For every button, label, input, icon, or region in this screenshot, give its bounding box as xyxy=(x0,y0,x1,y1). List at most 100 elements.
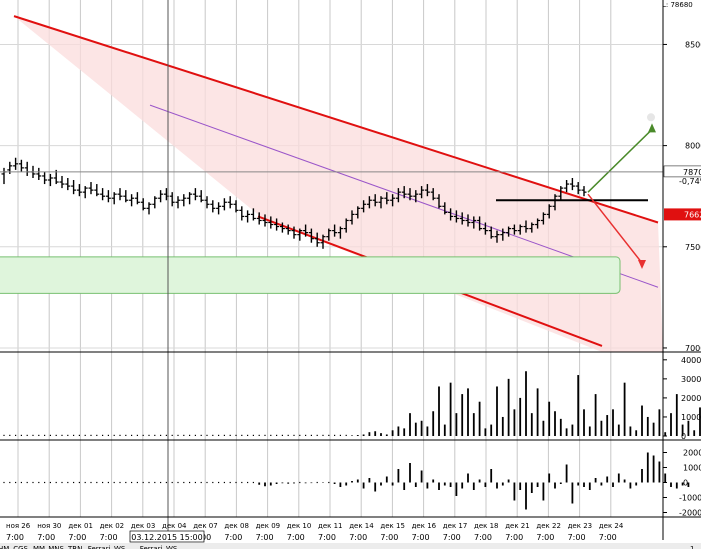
panel2-dot xyxy=(113,481,115,484)
price-bar xyxy=(540,212,546,225)
price-bar xyxy=(198,190,204,203)
panel2-dot xyxy=(55,481,57,484)
price-bar xyxy=(140,198,146,211)
price-bar xyxy=(337,226,343,239)
panel2-dot xyxy=(212,481,214,484)
panel2-dot xyxy=(200,481,202,484)
panel2-dot xyxy=(38,481,40,484)
panel2-dot xyxy=(32,481,34,484)
panel2-dot xyxy=(136,481,138,484)
panel2-dot xyxy=(328,481,330,484)
price-bar xyxy=(158,190,164,203)
red-price-box xyxy=(664,208,701,221)
x-axis-date-label: дек 23 xyxy=(568,522,593,530)
panel2-dot xyxy=(252,481,254,484)
x-axis-date-label: дек 24 xyxy=(599,522,624,530)
panel2-dot xyxy=(44,481,46,484)
price-bar xyxy=(477,216,483,231)
price-bar xyxy=(65,177,71,191)
panel1-dot xyxy=(160,434,162,436)
price-bar xyxy=(245,210,251,223)
price-bar xyxy=(239,206,245,221)
price-bar xyxy=(117,188,123,201)
panel1-dot xyxy=(131,434,133,436)
panel2-dot xyxy=(177,481,179,484)
panel1-dot xyxy=(148,434,150,436)
panel1-dot xyxy=(154,434,156,436)
price-bar xyxy=(71,180,77,195)
price-bar xyxy=(535,218,541,229)
panel1-dot xyxy=(55,434,57,436)
price-bar xyxy=(18,159,24,172)
price-bar xyxy=(1,167,7,185)
panel2-dot xyxy=(102,481,104,484)
panel1-dot xyxy=(212,434,214,436)
panel1-tick-label: 20000 xyxy=(681,394,701,403)
y-axis-tick-label: 8500 xyxy=(685,40,701,49)
panel1-dot xyxy=(90,434,92,436)
price-bar xyxy=(13,157,19,170)
panel2-dot xyxy=(26,481,28,484)
price-bar xyxy=(134,192,140,205)
support-zone xyxy=(0,256,621,294)
panel1-dot xyxy=(20,434,22,436)
panel1-dot xyxy=(305,434,307,436)
price-bar xyxy=(210,200,216,213)
panel2-tick-label: 0 xyxy=(683,479,688,488)
panel2-dot xyxy=(218,481,220,484)
x-axis-time-label: 7:00 xyxy=(349,533,367,542)
panel2-dot xyxy=(299,481,301,484)
price-bar xyxy=(453,210,459,223)
price-bar xyxy=(523,220,529,233)
price-bars xyxy=(1,157,587,249)
panel1-dot xyxy=(96,434,98,436)
panel1-dot xyxy=(287,434,289,436)
panel2-dot xyxy=(206,481,208,484)
price-bar xyxy=(181,194,187,207)
x-axis-time-label: 7:00 xyxy=(536,533,554,542)
panel1-dot xyxy=(310,434,312,436)
price-bar xyxy=(413,190,419,203)
price-bar xyxy=(500,228,506,241)
price-bar xyxy=(424,184,430,197)
x-axis-date-label: дек 07 xyxy=(193,522,218,530)
panel2-dot xyxy=(90,481,92,484)
x-axis-date-label: ноя 26 xyxy=(6,522,31,530)
panel1-dot xyxy=(334,434,336,436)
price-bar xyxy=(314,232,320,247)
panel1-dot xyxy=(270,434,272,436)
price-bar xyxy=(390,194,396,207)
price-bar xyxy=(111,192,117,205)
price-bar xyxy=(448,208,454,221)
price-bar xyxy=(204,196,210,209)
panel2-dot xyxy=(73,481,75,484)
forecast-down-arrowhead xyxy=(638,259,646,269)
panel2-dot xyxy=(171,481,173,484)
panel2-dot xyxy=(160,481,162,484)
panel2-dot xyxy=(229,481,231,484)
price-bar xyxy=(285,224,291,235)
x-axis-date-label: дек 03 xyxy=(131,522,156,530)
panel2-dot xyxy=(235,481,237,484)
x-axis-time-label: 7:00 xyxy=(412,533,430,542)
last-price-box xyxy=(663,165,701,178)
panel1-tick-label: 0 xyxy=(681,432,686,441)
panel2-dot xyxy=(61,481,63,484)
price-bar xyxy=(94,184,100,197)
panel1-dot xyxy=(9,434,11,436)
forecast-up-target xyxy=(647,113,655,122)
panel1-dot xyxy=(119,434,121,436)
price-bar xyxy=(384,192,390,205)
x-axis-time-label: 7:00 xyxy=(380,533,398,542)
panel1-dot xyxy=(61,434,63,436)
last-price-label: 7870 xyxy=(683,168,701,177)
price-bar xyxy=(123,190,129,203)
panel2-dot xyxy=(84,481,86,484)
panel1-dot xyxy=(67,434,69,436)
forecast-down-arrow-line xyxy=(587,193,643,264)
y-axis-tick-label: 7000 xyxy=(685,344,701,353)
price-bar xyxy=(407,188,413,201)
panel2-dot xyxy=(9,481,11,484)
panel1-dot xyxy=(136,434,138,436)
